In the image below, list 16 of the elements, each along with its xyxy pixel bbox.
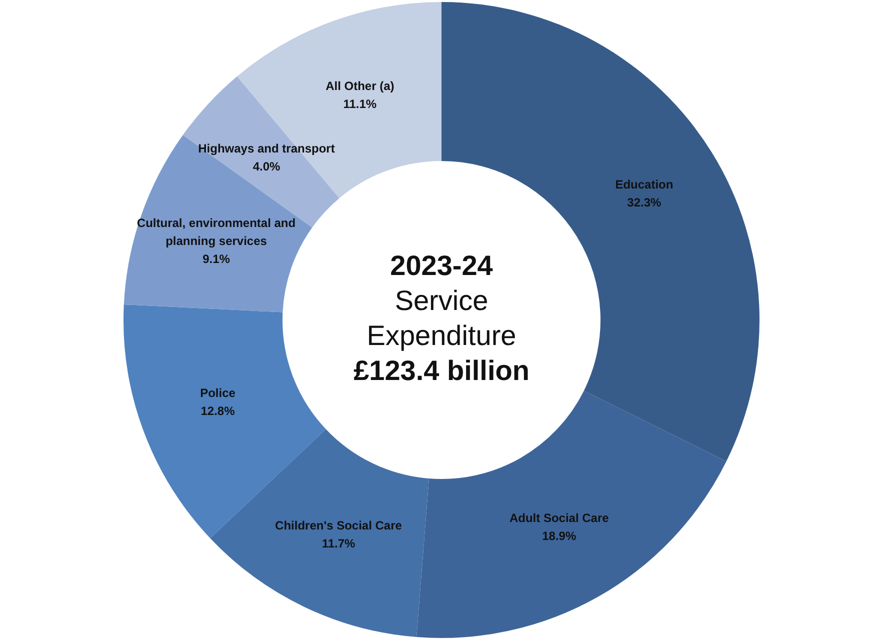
text: 2023-24 [390,250,494,282]
data-label: 18.9% [542,528,576,543]
data-label: 32.3% [627,196,662,210]
slice-label: Education [615,178,674,192]
slice-label: Highways and transport [198,141,335,156]
slice-label: Adult Social Care [509,510,610,525]
data-label: 11.7% [322,536,356,550]
data-label: 12.8% [200,404,236,418]
data-label: 11.1% [343,97,377,112]
slice-label: All Other (a) [326,79,394,94]
text: Service Expenditure [366,285,516,352]
slice-label: Police [200,386,236,400]
data-label: 9.1% [202,252,230,266]
slice-label: Children's Social Care [275,518,402,532]
data-label: 4.0% [252,159,280,174]
text: £123.4 billion [354,355,530,386]
